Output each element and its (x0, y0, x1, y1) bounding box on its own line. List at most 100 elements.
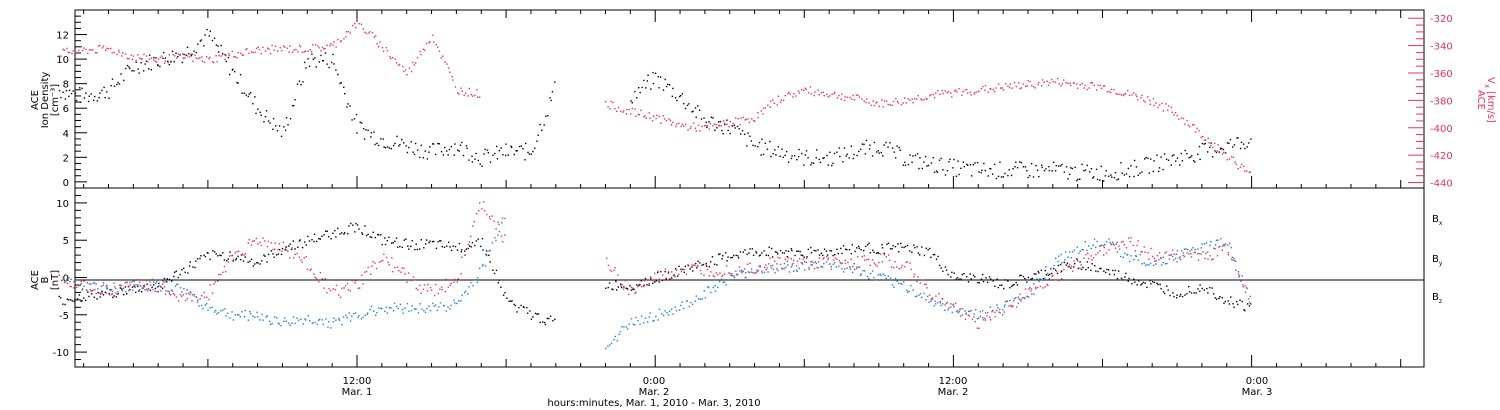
density-point (349, 105, 351, 107)
vx-point (1176, 114, 1178, 117)
bz-point (620, 285, 622, 287)
by-point (1042, 279, 1044, 281)
bz-point (484, 209, 486, 212)
bz-point (73, 287, 75, 289)
bz-point (1090, 255, 1092, 257)
bz-point (755, 272, 757, 274)
vx-point (343, 38, 345, 40)
density-point (708, 121, 710, 123)
vx-point (457, 92, 459, 94)
vx-point (861, 98, 863, 100)
vx-point (813, 94, 815, 97)
bx-point (133, 285, 136, 288)
bz-point (1194, 251, 1196, 254)
by-point (859, 274, 862, 277)
by-point (1174, 257, 1177, 260)
by-point (384, 310, 386, 313)
by-point (183, 288, 185, 290)
bz-point (1003, 311, 1005, 313)
bz-point (642, 285, 645, 288)
bz-point (374, 262, 376, 264)
bx-point (825, 250, 828, 252)
density-point (641, 86, 643, 89)
bz-point (669, 278, 671, 280)
bz-point (343, 287, 345, 289)
bx-point (1215, 298, 1218, 300)
bx-point (390, 242, 393, 244)
bx-point (1179, 293, 1182, 296)
density-point (681, 93, 684, 95)
density-point (133, 70, 135, 72)
vx-point (1007, 85, 1009, 87)
density-point (457, 149, 459, 151)
by-point (1109, 241, 1111, 244)
bz-point (773, 260, 776, 262)
by-point (768, 263, 770, 265)
density-point (772, 153, 774, 155)
bx-point (141, 290, 143, 293)
density-point (498, 149, 501, 152)
vx-point (626, 108, 628, 111)
bz-point (1221, 249, 1224, 252)
density-point (302, 81, 304, 83)
bz-point (903, 266, 906, 268)
vx-point (1189, 125, 1191, 128)
bx-point (1045, 274, 1048, 276)
vx-point (954, 90, 956, 92)
bz-point (722, 274, 724, 276)
vx-point (255, 47, 258, 50)
by-point (491, 242, 493, 244)
bx-point (1195, 292, 1197, 294)
vx-point (333, 41, 335, 43)
bx-point (617, 286, 620, 288)
density-point (135, 61, 137, 64)
density-point (1215, 151, 1218, 154)
density-point (278, 125, 281, 127)
bz-point (1156, 255, 1159, 257)
bx-point (1091, 263, 1093, 265)
bx-point (887, 242, 890, 244)
bz-point (820, 265, 822, 268)
vx-point (838, 94, 840, 97)
by-point (185, 293, 187, 295)
bx-point (428, 241, 430, 244)
vx-point (446, 63, 448, 65)
bz-point (1227, 251, 1229, 254)
by-point (188, 293, 191, 296)
bz-point (257, 243, 259, 245)
density-point (181, 61, 184, 64)
bz-point (829, 263, 831, 265)
by-point (362, 316, 364, 319)
density-point (853, 153, 855, 156)
by-point (138, 289, 141, 291)
by-point (635, 316, 637, 319)
bz-point (1153, 257, 1156, 260)
vx-point (97, 45, 100, 47)
density-point (448, 148, 451, 151)
bz-point (1103, 246, 1106, 249)
vx-subscript: x (1483, 84, 1491, 88)
bz-point (129, 284, 132, 286)
bx-point (1218, 297, 1220, 300)
bx-point (242, 260, 245, 262)
bz-point (1176, 260, 1178, 263)
bx-point (938, 264, 941, 267)
vx-point (252, 51, 254, 54)
density-point (829, 151, 831, 154)
vx-point (140, 57, 142, 60)
bx-point (80, 300, 82, 302)
by-point (151, 286, 153, 289)
density-point (1024, 166, 1027, 168)
by-point (100, 285, 103, 288)
bx-point (1209, 286, 1211, 289)
by-point (1164, 263, 1167, 265)
bz-point (801, 262, 803, 264)
by-point (860, 273, 862, 275)
bz-point (781, 267, 783, 269)
bz-point (818, 257, 821, 259)
vx-point (1088, 87, 1090, 89)
bz-point (329, 289, 332, 292)
bz-point (866, 258, 868, 261)
by-point (626, 328, 629, 330)
bz-point (898, 267, 900, 270)
